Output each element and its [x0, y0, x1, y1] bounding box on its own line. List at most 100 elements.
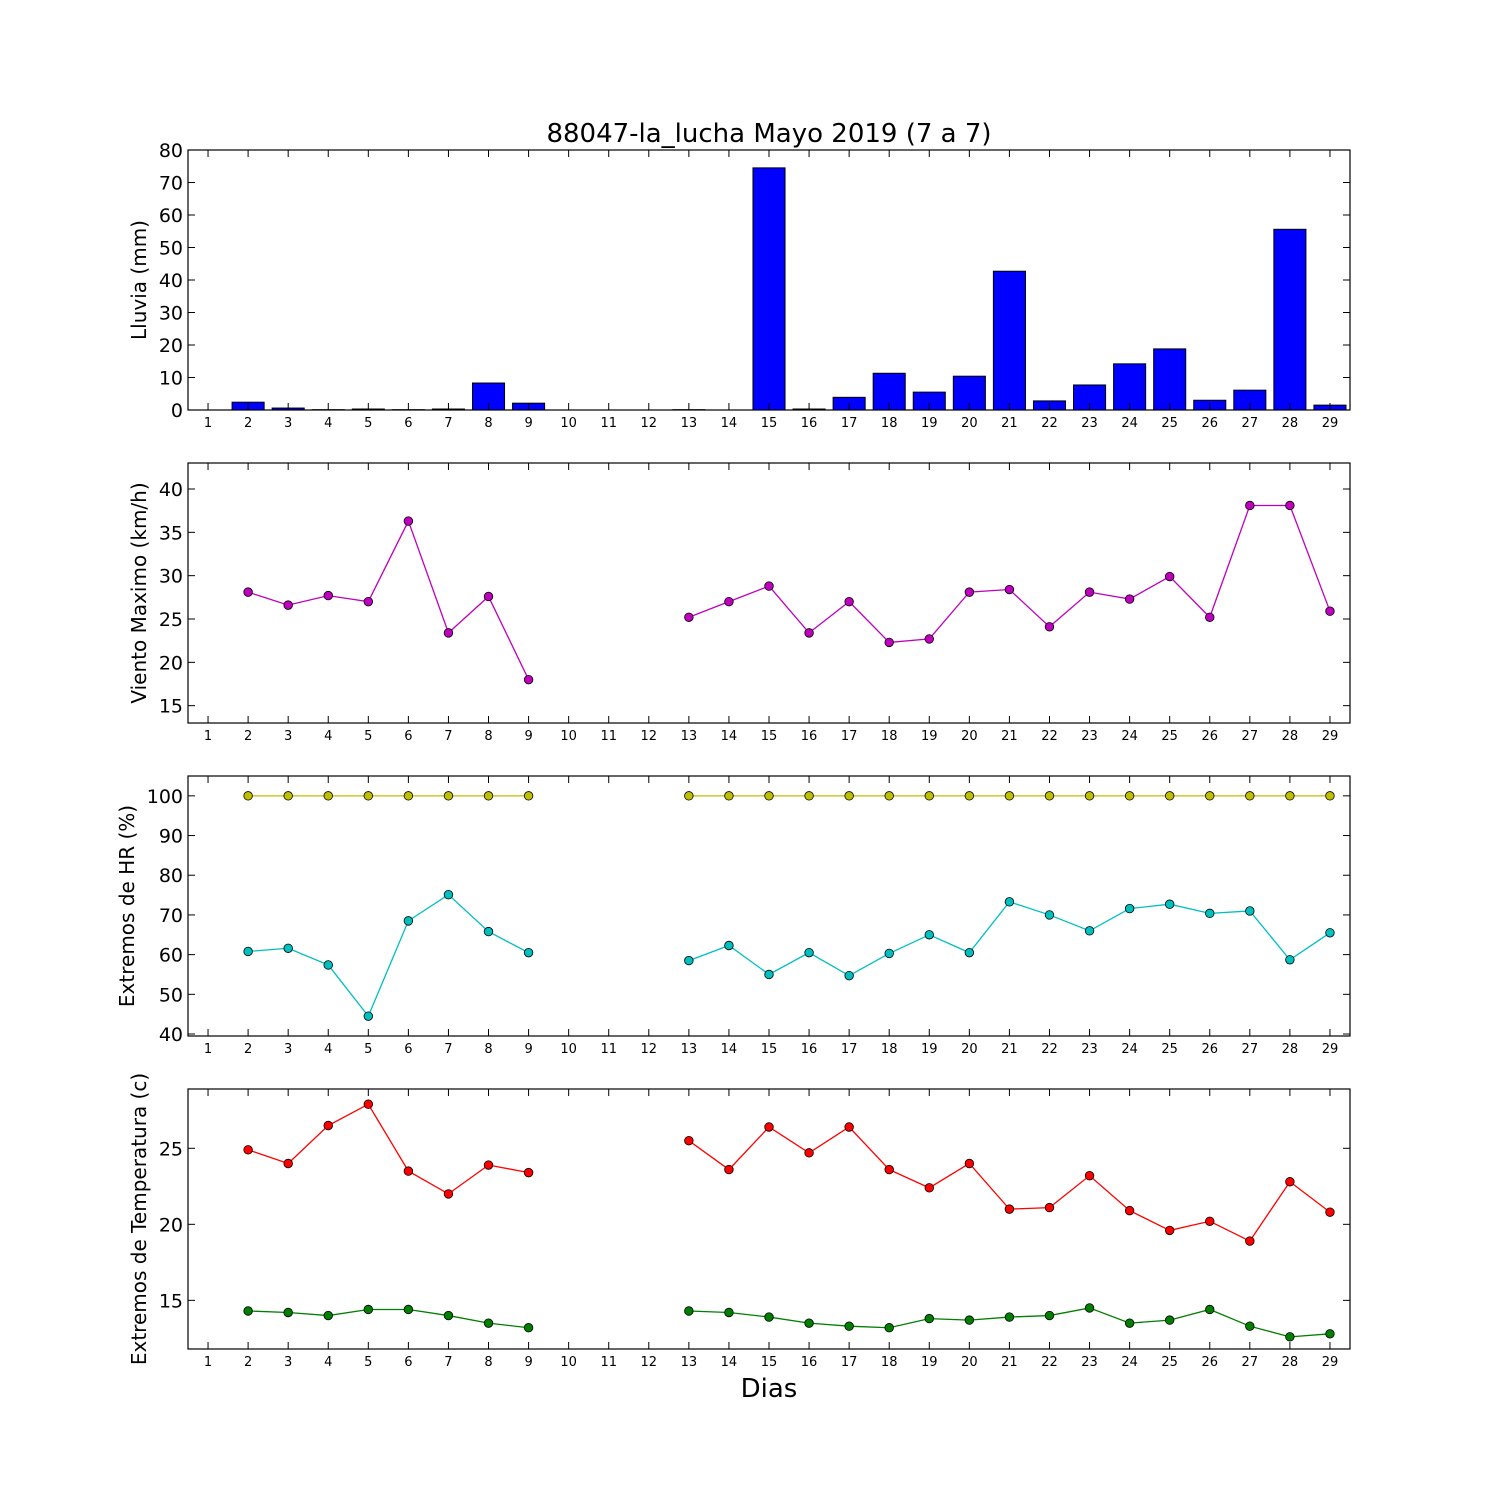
x-tick-label: 11 [600, 729, 617, 744]
x-tick-label: 15 [761, 729, 778, 744]
y-tick-label: 0 [171, 400, 183, 422]
series-1-point-day-18 [884, 791, 894, 801]
series-2-point-day-18 [884, 948, 894, 959]
x-tick-label: 9 [524, 729, 532, 744]
x-tick-label: 28 [1282, 416, 1299, 431]
series-1-point-day-16 [804, 1148, 814, 1158]
y-tick-label: 80 [159, 865, 183, 887]
series-2-point-day-4 [323, 1310, 333, 1321]
series-1-point-day-28 [1285, 1177, 1295, 1187]
series-1-point-day-18 [884, 1164, 894, 1175]
x-tick-label: 4 [324, 729, 332, 744]
x-tick-label: 5 [364, 1355, 372, 1370]
series-1-point-day-16 [804, 791, 814, 801]
x-tick-label: 8 [484, 729, 492, 744]
x-tick-label: 7 [444, 416, 452, 431]
series-1-line-1 [247, 1103, 529, 1195]
x-tick-label: 16 [801, 1042, 818, 1057]
x-tick-label: 25 [1161, 416, 1178, 431]
x-tick-label: 12 [641, 729, 658, 744]
series-1-point-day-26 [1205, 612, 1215, 622]
y-tick-label: 15 [159, 696, 183, 718]
series-1-point-day-5 [363, 596, 374, 607]
y-tick-label: 70 [159, 173, 183, 195]
y-tick-label: 100 [147, 786, 183, 808]
series-1-point-day-15 [764, 581, 774, 591]
y-tick-label: 25 [159, 1138, 183, 1160]
series-1-point-day-5 [363, 791, 374, 801]
series-2-point-day-17 [844, 1321, 854, 1331]
series-2-point-day-6 [403, 916, 414, 926]
x-tick-label: 28 [1282, 1355, 1299, 1370]
series-1-point-day-25 [1164, 791, 1175, 801]
series-1-point-day-9 [523, 674, 534, 685]
x-tick-label: 23 [1081, 729, 1098, 744]
series-2-point-day-25 [1164, 899, 1175, 909]
y-tick-label: 25 [159, 609, 183, 631]
series-2-point-day-15 [764, 969, 774, 980]
x-tick-label: 13 [681, 416, 698, 431]
y-tick-label: 60 [159, 205, 183, 227]
series-2-line-1 [248, 1308, 529, 1329]
x-tick-label: 28 [1282, 1042, 1299, 1057]
series-2-point-day-3 [283, 943, 293, 953]
x-tick-label: 26 [1201, 1355, 1218, 1370]
series-1-point-day-27 [1245, 500, 1255, 511]
chart-title: 88047-la_lucha Mayo 2019 (7 a 7) [546, 119, 991, 149]
series-1-point-day-5 [363, 1099, 374, 1109]
series-1-point-day-28 [1285, 791, 1295, 801]
x-tick-label: 17 [841, 729, 858, 744]
series-1-point-day-6 [403, 1166, 414, 1176]
x-tick-label: 6 [404, 1355, 412, 1370]
series-1-point-day-14 [724, 596, 734, 607]
series-2-point-day-16 [804, 947, 814, 958]
x-tick-label: 22 [1041, 1042, 1058, 1057]
x-tick-label: 19 [921, 729, 938, 744]
x-tick-label: 12 [641, 1042, 658, 1057]
x-tick-label: 21 [1001, 729, 1018, 744]
y-axis-label: Lluvia (mm) [127, 220, 151, 340]
x-tick-label: 7 [444, 1355, 452, 1370]
y-axis-label: Extremos de Temperatura (c) [127, 1073, 151, 1365]
y-tick-label: 30 [159, 303, 183, 325]
x-tick-label: 13 [681, 1042, 698, 1057]
y-tick-label: 70 [159, 905, 183, 927]
x-tick-label: 2 [244, 1042, 252, 1057]
series-1-point-day-19 [924, 791, 934, 801]
x-tick-label: 16 [801, 729, 818, 744]
series-1-point-day-22 [1044, 791, 1055, 801]
x-tick-label: 3 [284, 416, 292, 431]
y-tick-label: 30 [159, 566, 183, 588]
x-tick-label: 14 [721, 1042, 738, 1057]
series-2-point-day-7 [443, 1310, 454, 1321]
series-2-point-day-27 [1245, 906, 1255, 916]
series-2-point-day-22 [1044, 910, 1055, 920]
x-tick-label: 20 [961, 729, 978, 744]
y-tick-label: 15 [159, 1290, 183, 1312]
series-1-point-day-7 [443, 791, 454, 801]
series-1-point-day-23 [1084, 1170, 1095, 1181]
x-tick-label: 8 [484, 1355, 492, 1370]
series-1-point-day-4 [323, 1120, 333, 1131]
y-tick-label: 90 [159, 826, 183, 848]
x-tick-label: 7 [444, 1042, 452, 1057]
y-tick-label: 50 [159, 984, 183, 1006]
x-tick-label: 23 [1081, 416, 1098, 431]
series-1-point-day-13 [684, 1135, 694, 1146]
y-tick-label: 20 [159, 652, 183, 674]
x-tick-label: 3 [284, 729, 292, 744]
x-tick-label: 15 [761, 416, 778, 431]
x-tick-label: 23 [1081, 1042, 1098, 1057]
series-2-point-day-19 [924, 1313, 934, 1324]
series-1-point-day-8 [483, 591, 494, 602]
x-tick-label: 18 [881, 729, 898, 744]
series-2-point-day-29 [1325, 1329, 1335, 1339]
x-tick-label: 19 [921, 1355, 938, 1370]
x-tick-label: 14 [721, 416, 738, 431]
y-tick-label: 35 [159, 522, 183, 544]
series-2-point-day-9 [523, 1323, 534, 1333]
